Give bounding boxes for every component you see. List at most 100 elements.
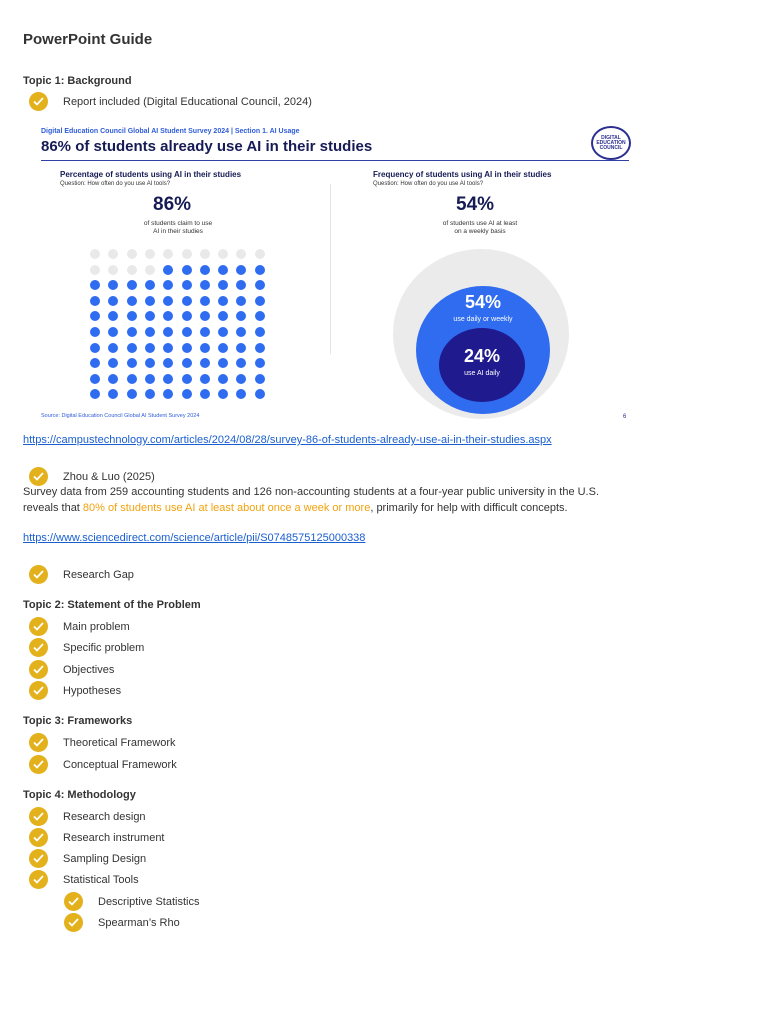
dot-filled — [90, 389, 100, 400]
dot-filled — [144, 311, 155, 322]
circle-weekly-percent: 54% — [464, 292, 502, 312]
dot-filled — [236, 373, 247, 384]
item-label: Spearman’s Rho — [98, 916, 180, 929]
dot-filled — [126, 373, 137, 384]
dot-filled — [218, 280, 229, 291]
left-panel-question: Question: How often do you use AI tools? — [60, 181, 171, 187]
checkmark-icon — [29, 660, 48, 679]
infographic-headline: 86% of students already use AI in their … — [41, 138, 373, 155]
item-label: Zhou & Luo (2025) — [63, 470, 155, 483]
right-caption: of students use AI at least on a weekly … — [425, 220, 535, 236]
dot-filled — [181, 342, 192, 353]
dot-filled — [254, 295, 265, 306]
list-item-objectives: Objectives — [29, 660, 114, 679]
dot-filled — [181, 264, 192, 275]
item-label: Objectives — [63, 663, 115, 676]
circle-daily — [439, 328, 525, 402]
list-item-report: Report included (Digital Educational Cou… — [29, 92, 312, 111]
dot-filled — [218, 342, 229, 353]
sub-item-spearmans-rho: Spearman’s Rho — [64, 913, 180, 932]
campustechnology-link[interactable]: https://campustechnology.com/articles/20… — [23, 434, 552, 446]
circle-daily-label: use AI daily — [464, 370, 500, 377]
dot-filled — [218, 311, 229, 322]
topic-3-heading: Topic 3: Frameworks — [23, 715, 133, 727]
dot-filled — [144, 373, 155, 384]
dot-filled — [181, 295, 192, 306]
item-label: Research Gap — [63, 568, 134, 581]
right-caption-line-1: of students use AI at least — [442, 220, 518, 227]
dot-filled — [254, 389, 265, 400]
dot-filled — [199, 358, 210, 369]
dot-empty — [144, 249, 155, 259]
dot-filled — [236, 342, 247, 353]
dot-filled — [199, 327, 210, 337]
dot-filled — [254, 264, 265, 275]
dot-filled — [163, 327, 174, 337]
dot-filled — [218, 358, 229, 369]
dot-filled — [254, 327, 265, 337]
paragraph-line-2: reveals that 80% of students use AI at l… — [23, 500, 743, 516]
item-label: Hypotheses — [63, 684, 122, 697]
dot-filled — [163, 311, 174, 322]
sciencedirect-link[interactable]: https://www.sciencedirect.com/science/ar… — [23, 532, 366, 544]
infographic-page-number: 6 — [623, 414, 627, 420]
dot-filled — [181, 280, 192, 291]
checkmark-icon — [64, 913, 83, 932]
list-item-statistical-tools: Statistical Tools — [29, 870, 139, 889]
item-label: Sampling Design — [63, 852, 147, 865]
dot-empty — [163, 249, 174, 259]
checkmark-icon — [29, 92, 48, 111]
dot-filled — [144, 389, 155, 400]
panel-divider — [330, 184, 331, 354]
item-label: Report included (Digital Educational Cou… — [63, 95, 312, 108]
list-item-hypotheses: Hypotheses — [29, 681, 121, 700]
list-item-zhou: Zhou & Luo (2025) — [29, 467, 155, 486]
dot-filled — [163, 295, 174, 306]
dot-filled — [236, 264, 247, 275]
item-label: Descriptive Statistics — [98, 895, 200, 908]
dot-filled — [199, 389, 210, 400]
dot-filled — [236, 358, 247, 369]
dot-filled — [144, 327, 155, 337]
page-title: PowerPoint Guide — [23, 31, 153, 48]
list-item-research-design: Research design — [29, 807, 146, 826]
highlighted-finding: 80% of students use AI at least about on… — [82, 502, 371, 514]
dot-filled — [126, 389, 137, 400]
list-item-specific-problem: Specific problem — [29, 638, 144, 657]
left-caption-line-1: of students claim to use — [143, 220, 213, 227]
list-item-research-gap: Research Gap — [29, 565, 134, 584]
dot-filled — [199, 342, 210, 353]
dot-filled — [126, 327, 137, 337]
checkmark-icon — [29, 681, 48, 700]
checkmark-icon — [29, 828, 48, 847]
checkmark-icon — [64, 892, 83, 911]
list-item-theoretical-framework: Theoretical Framework — [29, 733, 175, 752]
checkmark-icon — [29, 617, 48, 636]
paragraph-line-2-post: , primarily for help with difficult conc… — [370, 502, 568, 514]
dot-filled — [144, 342, 155, 353]
right-big-percent: 54% — [456, 194, 495, 215]
checkmark-icon — [29, 733, 48, 752]
dot-filled — [90, 280, 100, 291]
dot-filled — [163, 373, 174, 384]
paragraph-line-2-pre: reveals that — [23, 502, 83, 514]
list-item-main-problem: Main problem — [29, 617, 130, 636]
dot-empty — [90, 264, 100, 275]
left-caption: of students claim to use AI in their stu… — [123, 220, 233, 236]
right-panel-title: Frequency of students using AI in their … — [373, 170, 552, 179]
dot-empty — [144, 264, 155, 275]
item-label: Conceptual Framework — [63, 758, 177, 771]
dot-filled — [181, 389, 192, 400]
dot-empty — [108, 249, 119, 259]
dot-empty — [236, 249, 247, 259]
dot-filled — [108, 311, 119, 322]
dot-filled — [108, 342, 119, 353]
topic-1-heading: Topic 1: Background — [23, 75, 132, 87]
dot-filled — [218, 295, 229, 306]
dot-filled — [236, 311, 247, 322]
dot-filled — [181, 358, 192, 369]
dot-filled — [218, 373, 229, 384]
item-label: Research design — [63, 810, 146, 823]
dot-filled — [254, 373, 265, 384]
dot-filled — [199, 295, 210, 306]
